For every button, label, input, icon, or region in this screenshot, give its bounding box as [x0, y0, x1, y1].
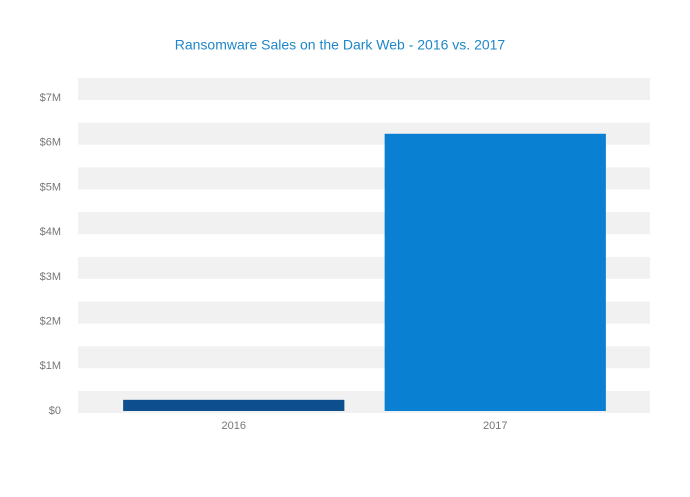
y-tick-label: $1M: [40, 360, 61, 372]
x-tick-label: 2016: [222, 420, 246, 432]
bar: [123, 399, 345, 411]
grid-band: [78, 78, 650, 100]
y-tick-label: $3M: [40, 271, 61, 283]
y-tick-label: $0: [49, 405, 61, 417]
y-tick-label: $7M: [40, 92, 61, 104]
y-tick-label: $4M: [40, 226, 61, 238]
chart-title: Ransomware Sales on the Dark Web - 2016 …: [175, 37, 506, 53]
y-tick-label: $5M: [40, 181, 61, 193]
bar: [384, 133, 606, 411]
y-tick-label: $2M: [40, 315, 61, 327]
x-tick-label: 2017: [483, 420, 507, 432]
y-tick-label: $6M: [40, 137, 61, 149]
